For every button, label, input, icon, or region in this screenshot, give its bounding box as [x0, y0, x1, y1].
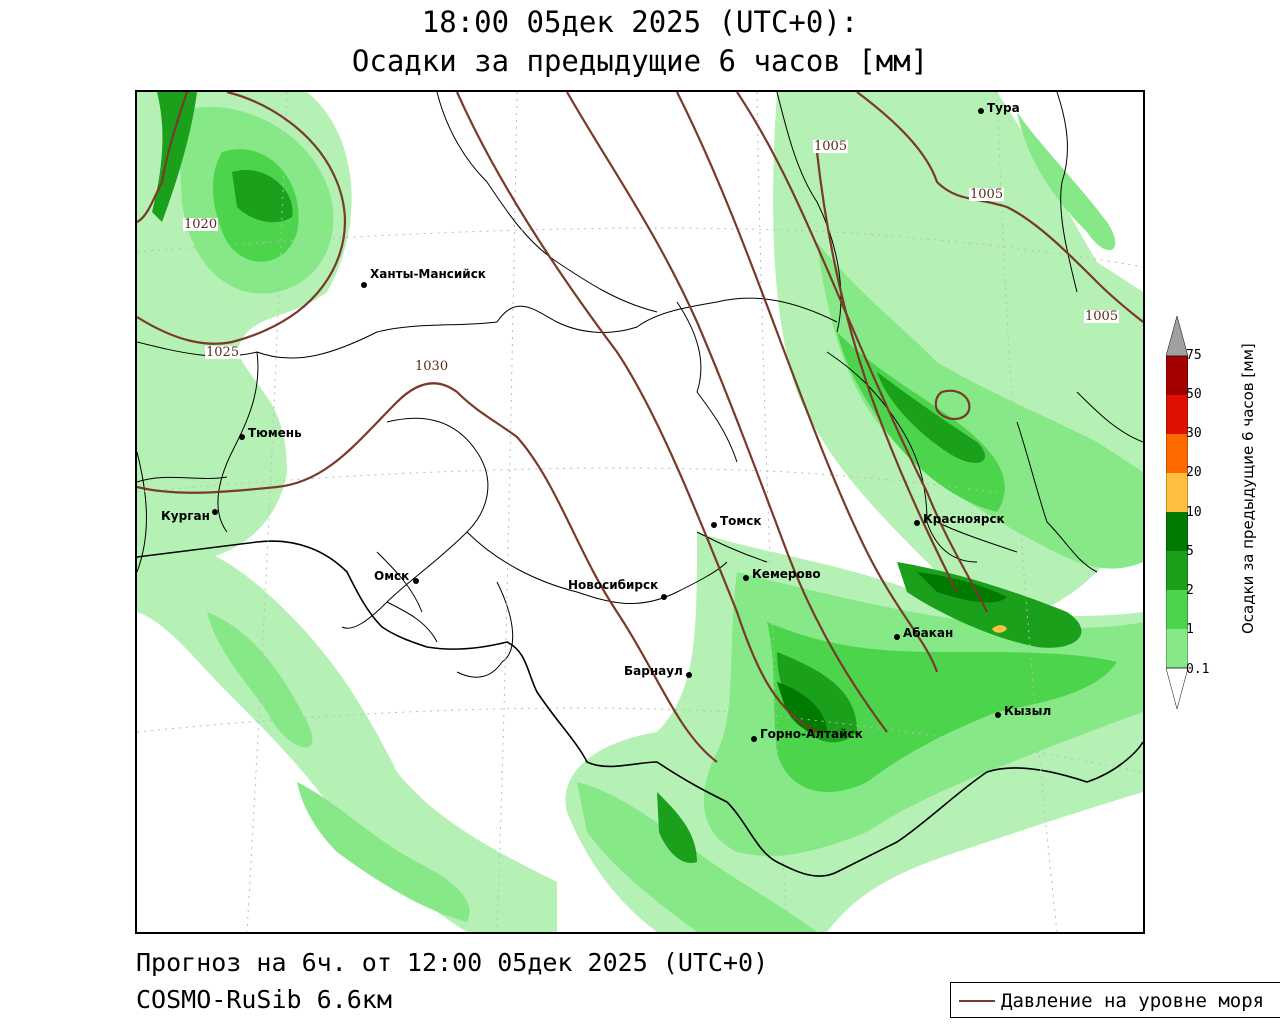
city-dot-icon [686, 672, 692, 678]
city-dot-icon [894, 634, 900, 640]
precipitation-colorbar [1166, 316, 1188, 710]
city-dot-icon [413, 578, 419, 584]
isobar-label: 1005 [969, 187, 1005, 202]
state-border [137, 540, 1143, 877]
map-layers [137, 92, 1143, 932]
city-dot-icon [743, 575, 749, 581]
colorbar-tick: 10 [1186, 505, 1202, 520]
colorbar-tick: 30 [1186, 426, 1202, 441]
colorbar-tick: 1 [1186, 622, 1194, 637]
isobar-key: Давление на уровне моря [950, 982, 1280, 1018]
city-dot-icon [212, 509, 218, 515]
isobar-label: 1005 [1084, 309, 1120, 324]
colorbar-segment [1166, 395, 1188, 434]
map-title-time: 18:00 05дек 2025 (UTC+0): [421, 5, 859, 39]
city-dot-icon [914, 520, 920, 526]
colorbar-segment [1166, 512, 1188, 551]
colorbar-segment [1166, 316, 1188, 357]
colorbar-tick: 5 [1186, 544, 1194, 559]
city-dot-icon [239, 434, 245, 440]
city-dot-icon [995, 712, 1001, 718]
colorbar-tick: 50 [1186, 387, 1202, 402]
colorbar-title: Осадки за предыдущие 6 часов [мм] [1239, 343, 1257, 634]
colorbar-tick: 20 [1186, 465, 1202, 480]
colorbar-tick: 0.1 [1186, 662, 1210, 677]
colorbar-segment [1166, 667, 1188, 710]
city-dot-icon [751, 736, 757, 742]
graticule [137, 92, 1143, 932]
model-name: COSMO-RuSib 6.6км [136, 985, 392, 1014]
isobars [137, 92, 1143, 763]
colorbar-tick: 75 [1186, 348, 1202, 363]
colorbar-segment [1166, 629, 1188, 668]
isobar-label: 1020 [183, 217, 219, 232]
colorbar-tick: 2 [1186, 583, 1194, 598]
city-dot-icon [661, 594, 667, 600]
isobar-line-icon [959, 1000, 995, 1002]
isobar-label: 1025 [205, 345, 241, 360]
forecast-info: Прогноз на 6ч. от 12:00 05дек 2025 (UTC+… [136, 948, 769, 977]
city-dot-icon [978, 108, 984, 114]
isobar-label: 1030 [414, 359, 450, 374]
precipitation-fields [137, 92, 1143, 932]
city-dot-icon [711, 522, 717, 528]
colorbar-segment [1166, 356, 1188, 395]
admin-boundaries [137, 92, 1143, 678]
isobar-key-label: Давление на уровне моря [1001, 990, 1265, 1012]
city-dot-icon [361, 282, 367, 288]
map-title-variable: Осадки за предыдущие 6 часов [мм] [351, 44, 929, 78]
colorbar-segment [1166, 590, 1188, 629]
colorbar-segment [1166, 434, 1188, 473]
isobar-label: 1005 [813, 139, 849, 154]
precipitation-map: 1020 1025 1030 1005 1005 1005 Тура Ханты… [135, 90, 1145, 934]
colorbar-segment [1166, 473, 1188, 512]
colorbar-segment [1166, 551, 1188, 590]
